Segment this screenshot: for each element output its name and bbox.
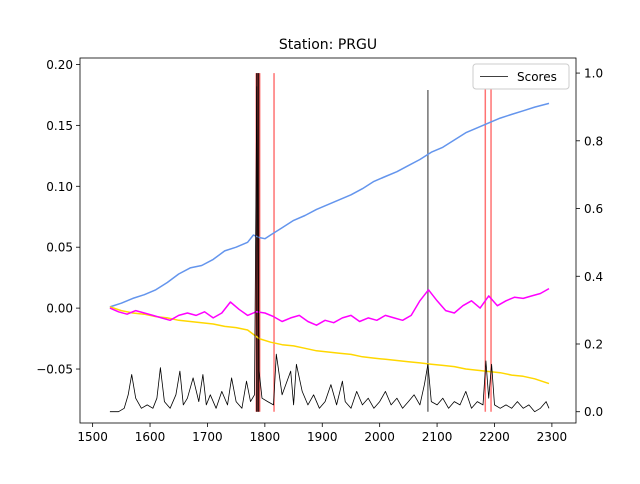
x-tick-label: 1700 bbox=[192, 430, 223, 444]
y-tick-label: −0.05 bbox=[36, 363, 73, 377]
y-tick-label: 0.20 bbox=[46, 58, 73, 72]
x-tick-label: 2100 bbox=[422, 430, 453, 444]
x-tick-label: 1500 bbox=[77, 430, 108, 444]
series-layer bbox=[109, 86, 550, 413]
y2-tick-label: 0.2 bbox=[584, 337, 603, 351]
y2-tick-label: 1.0 bbox=[584, 67, 603, 81]
x-tick-label: 1800 bbox=[250, 430, 281, 444]
x-tick-label: 1900 bbox=[307, 430, 338, 444]
y2-tick-label: 0.8 bbox=[584, 134, 603, 148]
series-line-signal bbox=[109, 287, 550, 326]
y-tick-label: 0.05 bbox=[46, 241, 73, 255]
y2-tick-label: 0.4 bbox=[584, 270, 603, 284]
legend: Scores bbox=[472, 63, 570, 90]
series-line-trend bbox=[109, 102, 550, 308]
x-tick-label: 1600 bbox=[135, 430, 166, 444]
x-axis-ticks: 1500 1600 1700 1800 1900 2000 2100 2200 2300 bbox=[77, 423, 567, 444]
x-tick-label: 2300 bbox=[537, 430, 568, 444]
legend-box bbox=[472, 63, 570, 90]
legend-label-scores: Scores bbox=[517, 70, 557, 84]
y-tick-label: 0.10 bbox=[46, 180, 73, 194]
series-line-scores bbox=[109, 86, 550, 413]
chart-title: Station: PRGU bbox=[279, 37, 377, 53]
y2-tick-label: 0.0 bbox=[584, 405, 603, 419]
x-tick-label: 2200 bbox=[479, 430, 510, 444]
y-axis-ticks: −0.05 0.00 0.05 0.10 0.15 0.20 bbox=[36, 58, 80, 377]
y2-tick-label: 0.6 bbox=[584, 202, 603, 216]
series-line-drift bbox=[109, 306, 550, 385]
plot-frame bbox=[79, 57, 577, 424]
vertical-markers bbox=[255, 73, 492, 412]
y-tick-label: 0.15 bbox=[46, 119, 73, 133]
y2-axis-ticks: 0.0 0.2 0.4 0.6 0.8 1.0 bbox=[576, 67, 603, 419]
y-tick-label: 0.00 bbox=[46, 302, 73, 316]
x-tick-label: 2000 bbox=[364, 430, 395, 444]
